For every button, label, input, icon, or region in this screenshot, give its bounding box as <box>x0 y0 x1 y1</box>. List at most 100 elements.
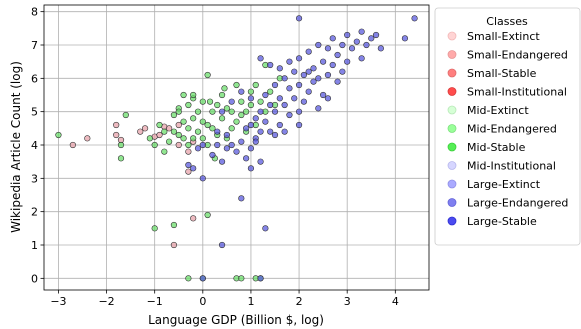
data-point <box>247 95 255 102</box>
x-tick-label: 4 <box>392 295 399 308</box>
data-point <box>194 128 202 135</box>
x-tick-label: 3 <box>344 295 351 308</box>
data-point <box>411 15 418 22</box>
data-point <box>228 98 235 105</box>
legend-marker <box>447 50 457 59</box>
data-point <box>223 105 230 112</box>
data-point <box>281 75 288 82</box>
data-point <box>334 51 341 59</box>
data-point <box>363 41 370 49</box>
x-tick-label: −3 <box>50 295 66 308</box>
legend-label: Mid-Extinct <box>467 104 529 117</box>
data-point <box>310 78 317 85</box>
data-point <box>69 141 76 149</box>
data-point <box>267 101 274 109</box>
legend-marker <box>447 105 457 115</box>
data-point <box>401 35 409 42</box>
data-point <box>170 128 178 135</box>
legend-label: Large-Endangered <box>467 197 568 210</box>
data-point <box>122 111 129 119</box>
data-point <box>267 128 274 135</box>
data-point <box>218 241 226 249</box>
data-point <box>156 121 163 129</box>
data-point <box>339 41 346 49</box>
data-point <box>156 131 163 139</box>
legend-entries: Small-Extinct Small-Endangered Small-Stabl… <box>447 30 568 228</box>
data-point <box>228 108 235 115</box>
data-point <box>377 45 384 52</box>
data-point <box>214 128 221 135</box>
data-point <box>190 135 197 142</box>
y-tick-label: 3 <box>31 172 38 185</box>
data-point <box>300 71 307 79</box>
legend-label: Small-Stable <box>467 67 537 80</box>
legend-marker <box>447 179 457 189</box>
data-point <box>170 111 178 119</box>
x-tick-label: 1 <box>247 295 254 308</box>
data-point <box>281 101 288 109</box>
data-point <box>243 108 250 115</box>
data-point <box>315 105 322 112</box>
data-point <box>175 108 182 115</box>
data-point <box>194 108 202 115</box>
legend-marker <box>447 31 457 41</box>
grid <box>44 5 429 290</box>
plot-frame <box>43 4 430 291</box>
legend-marker <box>447 124 457 133</box>
data-point <box>190 91 197 99</box>
data-point <box>339 68 346 75</box>
x-axis-title: Language GDP (Billion $, log) <box>148 313 324 327</box>
data-point <box>218 158 226 165</box>
data-point <box>334 78 341 85</box>
legend-label: Small-Extinct <box>467 30 540 43</box>
data-point <box>300 98 307 105</box>
data-point <box>247 101 255 109</box>
data-point <box>295 108 303 115</box>
legend-title: Classes <box>486 15 528 28</box>
data-point <box>329 35 336 42</box>
data-point <box>113 121 120 129</box>
data-point <box>233 118 240 125</box>
data-point <box>372 31 380 39</box>
data-point <box>209 151 216 159</box>
data-point <box>170 221 178 229</box>
x-tick-label: 0 <box>199 295 206 308</box>
legend-label: Mid-Endangered <box>467 123 557 136</box>
data-point <box>262 225 269 232</box>
data-point <box>117 141 125 149</box>
data-point <box>113 131 120 139</box>
data-point <box>320 91 327 99</box>
data-point <box>117 155 125 162</box>
data-point <box>257 158 264 165</box>
data-point <box>247 88 255 95</box>
data-point <box>257 55 264 62</box>
data-point <box>368 35 375 42</box>
data-point <box>247 145 255 152</box>
data-point <box>238 138 245 145</box>
data-point <box>228 141 235 149</box>
data-point <box>199 118 206 125</box>
data-point <box>276 121 283 129</box>
data-point <box>267 61 274 69</box>
data-point <box>295 81 303 89</box>
data-point <box>295 15 303 22</box>
data-point <box>281 128 288 135</box>
data-point <box>199 135 206 142</box>
data-point <box>238 111 245 119</box>
data-point <box>185 275 192 282</box>
data-point <box>257 128 264 135</box>
data-point <box>137 128 144 135</box>
data-point <box>199 175 206 182</box>
data-point <box>247 165 255 172</box>
legend-label: Large-Extinct <box>467 178 541 191</box>
legend-marker <box>447 198 457 207</box>
y-tick-label: 0 <box>31 272 38 285</box>
data-point <box>291 95 298 102</box>
data-point <box>344 58 351 65</box>
y-axis-ticks: 0 1 2 3 4 5 6 7 8 <box>31 6 44 285</box>
legend-marker <box>447 216 457 226</box>
legend-box <box>434 7 581 246</box>
data-point <box>344 31 351 39</box>
data-point <box>175 141 182 149</box>
x-tick-label: 2 <box>296 295 303 308</box>
